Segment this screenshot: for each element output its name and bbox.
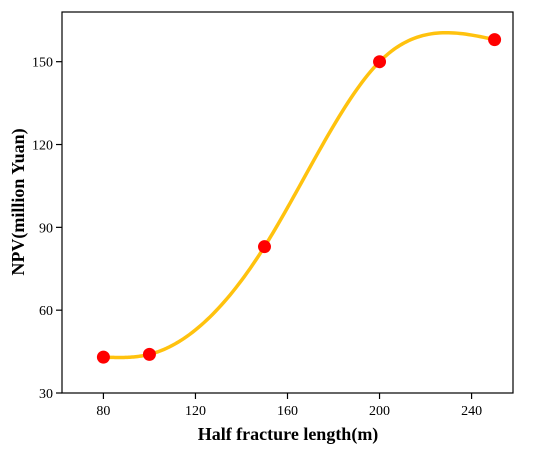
y-tick-label: 150 xyxy=(32,56,53,71)
series-line xyxy=(101,30,497,360)
data-point xyxy=(257,240,271,254)
data-point xyxy=(488,33,502,47)
data-point xyxy=(96,350,110,364)
y-tick-label: 90 xyxy=(39,221,53,236)
x-axis: 80 120 160 200 240 xyxy=(96,393,482,419)
y-axis: 30 60 90 120 150 xyxy=(32,56,62,402)
data-point xyxy=(373,55,387,69)
plot-frame xyxy=(61,11,514,394)
marker-layer xyxy=(96,33,502,364)
x-tick-label: 80 xyxy=(96,404,110,419)
x-axis-title: Half fracture length(m) xyxy=(198,424,379,445)
y-tick-label: 30 xyxy=(39,387,53,402)
y-axis-title: NPV(million Yuan) xyxy=(8,128,29,275)
x-tick-label: 120 xyxy=(185,404,206,419)
y-tick-label: 60 xyxy=(39,304,53,319)
data-point xyxy=(142,347,156,361)
y-tick-label: 120 xyxy=(32,139,53,154)
x-tick-label: 240 xyxy=(461,404,482,419)
series-layer xyxy=(101,30,497,360)
x-tick-label: 160 xyxy=(277,404,298,419)
x-tick-label: 200 xyxy=(369,404,390,419)
